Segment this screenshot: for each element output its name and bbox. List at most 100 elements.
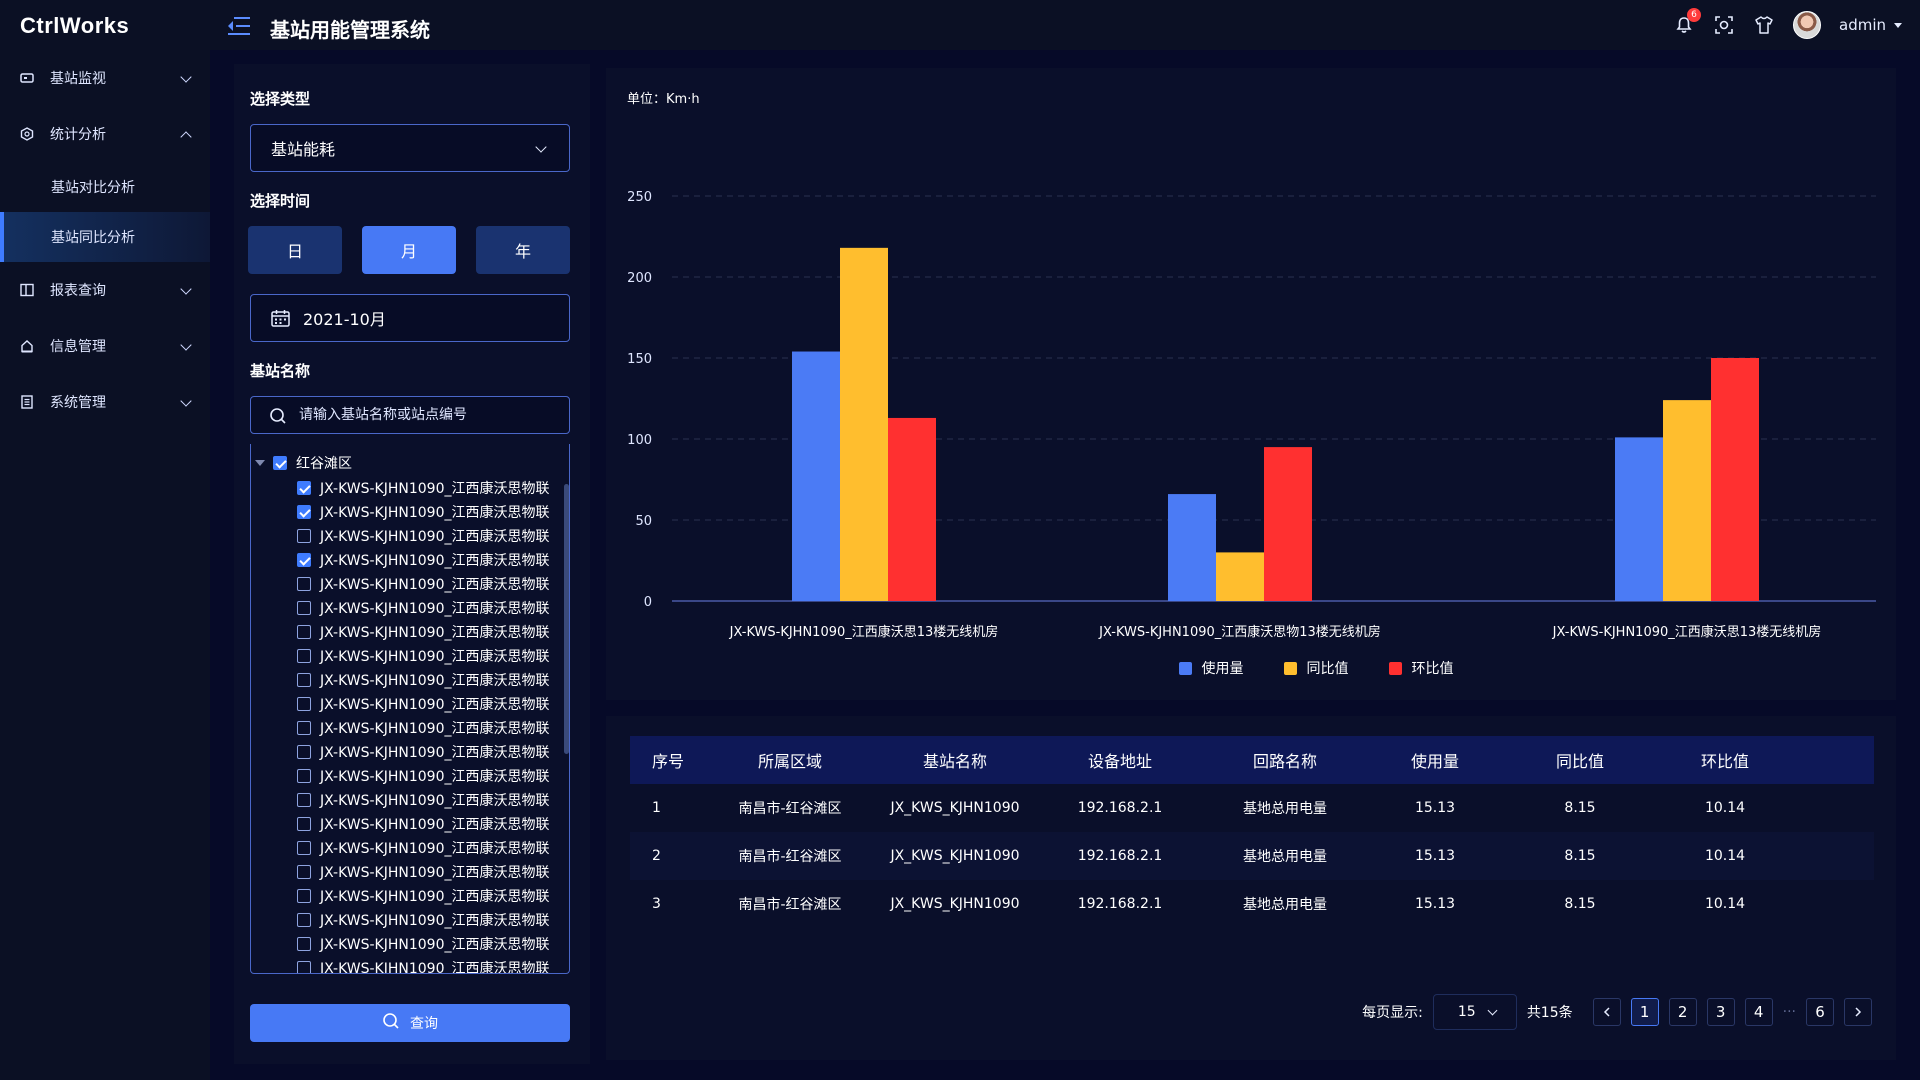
time-option-month[interactable]: 月 xyxy=(362,226,456,274)
checkbox[interactable] xyxy=(273,456,287,470)
checkbox[interactable] xyxy=(297,937,311,951)
checkbox[interactable] xyxy=(297,481,311,495)
avatar[interactable] xyxy=(1793,11,1821,39)
checkbox[interactable] xyxy=(297,577,311,591)
tree-item[interactable]: JX-KWS-KJHN1090_江西康沃思物联 xyxy=(251,668,569,692)
checkbox[interactable] xyxy=(297,601,311,615)
top-bar: CtrlWorks 基站用能管理系统 6 admin xyxy=(0,0,1920,50)
sidebar-item-monitor[interactable]: 基站监视 xyxy=(0,50,210,106)
table-row[interactable]: 2 南昌市-红谷滩区 JX_KWS_KJHN1090 192.168.2.1 基… xyxy=(630,832,1874,880)
tree-item[interactable]: JX-KWS-KJHN1090_江西康沃思物联 xyxy=(251,716,569,740)
station-search-input[interactable] xyxy=(299,397,559,433)
table-cell: 南昌市-红谷滩区 xyxy=(738,849,842,865)
page-button-6[interactable]: 6 xyxy=(1806,998,1834,1026)
checkbox[interactable] xyxy=(297,913,311,927)
checkbox[interactable] xyxy=(297,841,311,855)
shirt-icon[interactable] xyxy=(1753,14,1775,36)
tree-item[interactable]: JX-KWS-KJHN1090_江西康沃思物联 xyxy=(251,644,569,668)
tree-item[interactable]: JX-KWS-KJHN1090_江西康沃思物联 xyxy=(251,548,569,572)
page-button-2[interactable]: 2 xyxy=(1668,998,1697,1026)
checkbox[interactable] xyxy=(297,961,311,973)
date-picker[interactable]: 2021-10月 xyxy=(250,294,570,342)
checkbox[interactable] xyxy=(297,529,311,543)
tree-item[interactable]: JX-KWS-KJHN1090_江西康沃思物联 xyxy=(251,812,569,836)
time-option-year[interactable]: 年 xyxy=(476,226,570,274)
legend-label: 使用量 xyxy=(1201,661,1244,677)
next-page-button[interactable] xyxy=(1844,998,1872,1026)
sidebar-item-system[interactable]: 系统管理 xyxy=(0,374,210,430)
sidebar-subitem-compare[interactable]: 基站对比分析 xyxy=(0,162,210,212)
table-header: 序号 所属区域 基站名称 设备地址 回路名称 使用量 同比值 环比值 xyxy=(630,736,1874,784)
tree-item[interactable]: JX-KWS-KJHN1090_江西康沃思物联 xyxy=(251,836,569,860)
tree-item[interactable]: JX-KWS-KJHN1090_江西康沃思物联 xyxy=(251,596,569,620)
legend-label: 环比值 xyxy=(1411,661,1454,677)
tree-item[interactable]: JX-KWS-KJHN1090_江西康沃思物联 xyxy=(251,476,569,500)
tree-item[interactable]: JX-KWS-KJHN1090_江西康沃思物联 xyxy=(251,908,569,932)
checkbox[interactable] xyxy=(297,793,311,807)
caret-down-icon[interactable] xyxy=(255,460,265,466)
bar-1-1 xyxy=(1216,552,1264,601)
user-menu[interactable]: admin xyxy=(1839,16,1902,34)
checkbox[interactable] xyxy=(297,697,311,711)
table-row[interactable]: 3 南昌市-红谷滩区 JX_KWS_KJHN1090 192.168.2.1 基… xyxy=(630,880,1874,928)
sidebar-subitem-yoy[interactable]: 基站同比分析 xyxy=(0,212,210,262)
tree-item[interactable]: JX-KWS-KJHN1090_江西康沃思物联 xyxy=(251,788,569,812)
tree-item[interactable]: JX-KWS-KJHN1090_江西康沃思物联 xyxy=(251,956,569,973)
page-button-3[interactable]: 3 xyxy=(1706,998,1735,1026)
page-size-label: 每页显示: xyxy=(1362,1005,1423,1021)
page-size-select[interactable]: 15 xyxy=(1432,994,1517,1030)
table-cell: 8.15 xyxy=(1564,896,1596,912)
checkbox[interactable] xyxy=(297,649,311,663)
menu-collapse-icon[interactable] xyxy=(228,17,250,35)
screenshot-icon[interactable] xyxy=(1713,14,1735,36)
table-header-cell: 设备地址 xyxy=(1087,752,1152,771)
bell-icon[interactable]: 6 xyxy=(1673,8,1701,36)
checkbox[interactable] xyxy=(297,769,311,783)
tree-item[interactable]: JX-KWS-KJHN1090_江西康沃思物联 xyxy=(251,620,569,644)
legend-item-usage[interactable]: 使用量 xyxy=(1178,658,1244,678)
tree-item[interactable]: JX-KWS-KJHN1090_江西康沃思物联 xyxy=(251,572,569,596)
tree-item[interactable]: JX-KWS-KJHN1090_江西康沃思物联 xyxy=(251,500,569,524)
table-header-cell: 使用量 xyxy=(1410,752,1459,771)
checkbox[interactable] xyxy=(297,553,311,567)
sidebar-item-info[interactable]: 信息管理 xyxy=(0,318,210,374)
legend-item-mom[interactable]: 环比值 xyxy=(1388,658,1454,678)
page-button-1[interactable]: 1 xyxy=(1630,998,1659,1026)
tree-item[interactable]: JX-KWS-KJHN1090_江西康沃思物联 xyxy=(251,764,569,788)
query-button[interactable]: 查询 xyxy=(250,1004,570,1042)
tree-root[interactable]: 红谷滩区 xyxy=(251,450,569,476)
tree-item[interactable]: JX-KWS-KJHN1090_江西康沃思物联 xyxy=(251,860,569,884)
page-button-4[interactable]: 4 xyxy=(1744,998,1773,1026)
tree-item[interactable]: JX-KWS-KJHN1090_江西康沃思物联 xyxy=(251,884,569,908)
checkbox[interactable] xyxy=(297,625,311,639)
bar-1-2 xyxy=(1663,400,1711,601)
system-title: 基站用能管理系统 xyxy=(270,18,430,42)
checkbox[interactable] xyxy=(297,817,311,831)
sidebar-item-label: 统计分析 xyxy=(50,127,106,143)
y-tick-label: 0 xyxy=(644,595,652,610)
checkbox[interactable] xyxy=(297,745,311,759)
app-logo: CtrlWorks xyxy=(20,13,130,38)
tree-item[interactable]: JX-KWS-KJHN1090_江西康沃思物联 xyxy=(251,692,569,716)
hexagon-icon xyxy=(20,127,34,141)
tree-item-label: JX-KWS-KJHN1090_江西康沃思物联 xyxy=(320,793,550,809)
tree-item[interactable]: JX-KWS-KJHN1090_江西康沃思物联 xyxy=(251,524,569,548)
table-cell: 基地总用电量 xyxy=(1243,801,1327,817)
checkbox[interactable] xyxy=(297,721,311,735)
type-select[interactable]: 基站能耗 xyxy=(250,124,570,172)
time-option-day[interactable]: 日 xyxy=(248,226,342,274)
checkbox[interactable] xyxy=(297,673,311,687)
tree-scrollbar[interactable] xyxy=(564,484,569,754)
checkbox[interactable] xyxy=(297,889,311,903)
legend-item-yoy[interactable]: 同比值 xyxy=(1283,658,1349,678)
checkbox[interactable] xyxy=(297,505,311,519)
tree-root-label: 红谷滩区 xyxy=(296,456,352,472)
checkbox[interactable] xyxy=(297,865,311,879)
table-row[interactable]: 1 南昌市-红谷滩区 JX_KWS_KJHN1090 192.168.2.1 基… xyxy=(630,784,1874,832)
tree-item[interactable]: JX-KWS-KJHN1090_江西康沃思物联 xyxy=(251,740,569,764)
tree-item[interactable]: JX-KWS-KJHN1090_江西康沃思物联 xyxy=(251,932,569,956)
sidebar-item-statistics[interactable]: 统计分析 xyxy=(0,106,210,162)
prev-page-button[interactable] xyxy=(1592,998,1621,1026)
sidebar-item-reports[interactable]: 报表查询 xyxy=(0,262,210,318)
tree-item-label: JX-KWS-KJHN1090_江西康沃思物联 xyxy=(320,529,550,545)
